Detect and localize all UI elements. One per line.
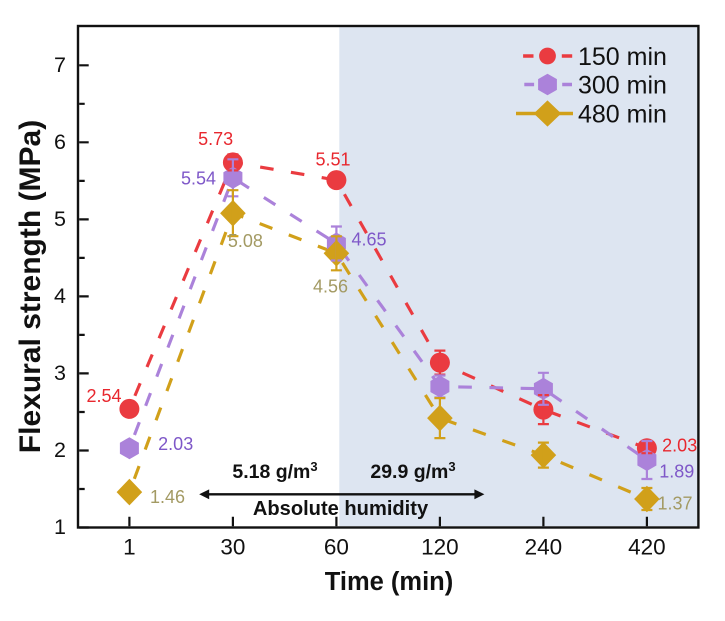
svg-text:7: 7 <box>54 53 66 77</box>
svg-text:480 min: 480 min <box>578 101 667 129</box>
svg-text:300 min: 300 min <box>578 72 667 100</box>
svg-text:4.65: 4.65 <box>351 229 386 249</box>
svg-text:120: 120 <box>421 535 459 560</box>
svg-text:2.54: 2.54 <box>86 386 121 406</box>
svg-text:5.54: 5.54 <box>181 168 216 188</box>
svg-text:1.89: 1.89 <box>659 462 694 482</box>
svg-text:5.51: 5.51 <box>315 149 350 169</box>
svg-text:Flexural strength (MPa): Flexural strength (MPa) <box>14 120 47 453</box>
svg-text:1: 1 <box>123 535 136 560</box>
svg-text:29.9 g/m3: 29.9 g/m3 <box>370 459 455 483</box>
svg-text:Time (min): Time (min) <box>325 568 453 596</box>
svg-text:420: 420 <box>628 535 666 560</box>
svg-text:6: 6 <box>54 130 66 154</box>
svg-text:30: 30 <box>220 535 245 560</box>
svg-text:1.46: 1.46 <box>150 487 185 507</box>
svg-text:Absolute humidity: Absolute humidity <box>253 498 429 520</box>
svg-text:150 min: 150 min <box>578 43 667 71</box>
svg-text:5: 5 <box>54 207 66 231</box>
svg-text:3: 3 <box>54 361 66 385</box>
svg-text:5.18 g/m3: 5.18 g/m3 <box>232 459 317 483</box>
svg-text:5.08: 5.08 <box>228 231 263 251</box>
svg-text:1: 1 <box>54 515 66 539</box>
svg-text:1.37: 1.37 <box>657 493 692 513</box>
svg-text:240: 240 <box>525 535 563 560</box>
svg-text:2.03: 2.03 <box>662 436 697 456</box>
svg-text:60: 60 <box>324 535 349 560</box>
svg-text:5.73: 5.73 <box>198 129 233 149</box>
svg-text:4: 4 <box>54 284 66 308</box>
svg-text:4.56: 4.56 <box>313 277 348 297</box>
svg-text:2: 2 <box>54 438 66 462</box>
svg-text:2.03: 2.03 <box>158 434 193 454</box>
